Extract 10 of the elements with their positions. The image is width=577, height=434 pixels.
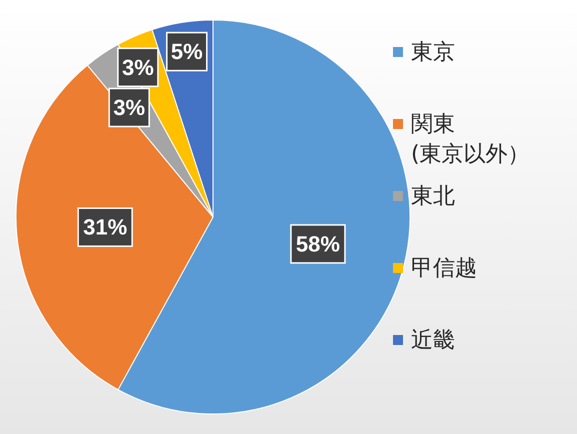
data-label: 3%	[122, 54, 154, 80]
data-label: 3%	[113, 95, 146, 120]
data-label: 5%	[170, 39, 203, 64]
data-label: 58%	[296, 231, 340, 256]
slice-label: 東京	[411, 40, 455, 64]
legend-label: 東北	[411, 184, 455, 208]
legend-label: 近畿	[411, 328, 455, 352]
legend-label: 関東 (東京以外）	[411, 112, 530, 166]
legend-label: 甲信越	[411, 256, 477, 280]
data-label: 31%	[83, 214, 128, 240]
